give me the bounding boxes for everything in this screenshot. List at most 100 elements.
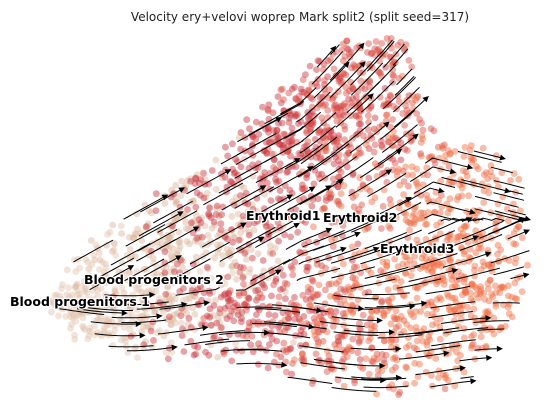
cell-point (337, 105, 345, 113)
streamline (366, 40, 395, 72)
cell-point (406, 308, 414, 315)
cell-point (438, 192, 445, 199)
cell-point (225, 297, 232, 305)
cell-point (351, 263, 358, 271)
cell-point (385, 138, 393, 146)
cell-point (305, 149, 312, 156)
cell-point (391, 159, 399, 167)
cell-point (252, 319, 260, 327)
cell-point (471, 283, 479, 290)
cell-point (231, 169, 239, 177)
cell-point (435, 374, 442, 381)
cell-point (220, 350, 228, 358)
cell-point (340, 70, 348, 78)
cell-point (218, 211, 226, 219)
stream-arrowhead (443, 350, 450, 357)
cell-point (298, 185, 306, 193)
cell-point (222, 143, 229, 151)
cell-point (291, 110, 299, 118)
cell-point (397, 278, 405, 285)
cell-point (378, 170, 386, 178)
cell-point (105, 316, 113, 323)
cell-point (144, 323, 152, 330)
stream-arrowhead (449, 168, 457, 175)
cell-point (191, 342, 198, 350)
cell-point (330, 160, 338, 168)
cell-point (518, 234, 526, 242)
cell-point (205, 210, 213, 218)
cell-point (233, 262, 241, 270)
cell-point (314, 57, 322, 65)
cell-point (167, 268, 175, 276)
cell-point (152, 307, 159, 315)
cell-point (279, 285, 287, 292)
cell-point (388, 366, 396, 374)
stream-arrowhead (139, 332, 146, 339)
cell-point (368, 198, 376, 206)
cell-point (156, 327, 164, 335)
cell-point (186, 240, 193, 248)
cell-point (446, 230, 454, 238)
streamline (425, 285, 471, 295)
cell-point (366, 187, 374, 195)
streamline (283, 305, 329, 313)
stream-arrowhead (451, 268, 459, 274)
cell-point (134, 354, 141, 361)
cell-point (245, 231, 253, 239)
cell-point (402, 363, 410, 371)
cell-point (288, 299, 295, 307)
cell-point (336, 73, 344, 80)
streamline (364, 292, 410, 295)
streamline (280, 87, 317, 115)
cell-point (350, 216, 357, 224)
cell-point (76, 308, 84, 316)
cell-point (333, 104, 341, 112)
cell-point (239, 332, 247, 339)
cell-point (322, 197, 330, 205)
cell-point (228, 226, 235, 233)
cell-point (74, 287, 82, 294)
cell-point (410, 260, 418, 267)
streamline (157, 210, 198, 233)
cell-point (245, 323, 253, 331)
cell-point (505, 257, 513, 264)
cell-point (193, 189, 201, 197)
cell-point (85, 299, 93, 306)
cell-point (384, 101, 392, 109)
cell-point (325, 133, 332, 141)
cell-point (320, 60, 328, 68)
cell-point (229, 238, 237, 246)
cell-point (342, 108, 349, 116)
cell-point (222, 346, 230, 354)
cell-point (343, 45, 351, 52)
cell-point (368, 344, 376, 352)
cell-point (224, 152, 232, 160)
streamline (287, 187, 327, 211)
cell-point (359, 311, 367, 319)
stream-arrowhead (412, 133, 419, 140)
cell-point (176, 243, 184, 251)
cell-point (445, 147, 452, 154)
cell-point (58, 295, 65, 303)
cell-point (72, 268, 80, 275)
cell-point (192, 174, 199, 182)
cell-point (331, 293, 339, 301)
cell-point (357, 325, 364, 333)
cell-point (355, 112, 362, 120)
cell-point (339, 57, 347, 65)
cell-point (412, 178, 420, 186)
cell-point (313, 335, 321, 343)
cell-point (378, 225, 385, 232)
cell-point (81, 277, 88, 285)
cell-point (168, 230, 175, 238)
cell-point (214, 233, 222, 240)
cell-point (330, 175, 337, 183)
streamline (333, 294, 379, 300)
cell-point (299, 76, 307, 83)
cell-point (325, 357, 333, 365)
streamline (335, 376, 381, 381)
cell-point (486, 277, 494, 284)
cell-point (230, 308, 238, 316)
cell-point (341, 349, 349, 356)
cell-point (235, 292, 243, 299)
